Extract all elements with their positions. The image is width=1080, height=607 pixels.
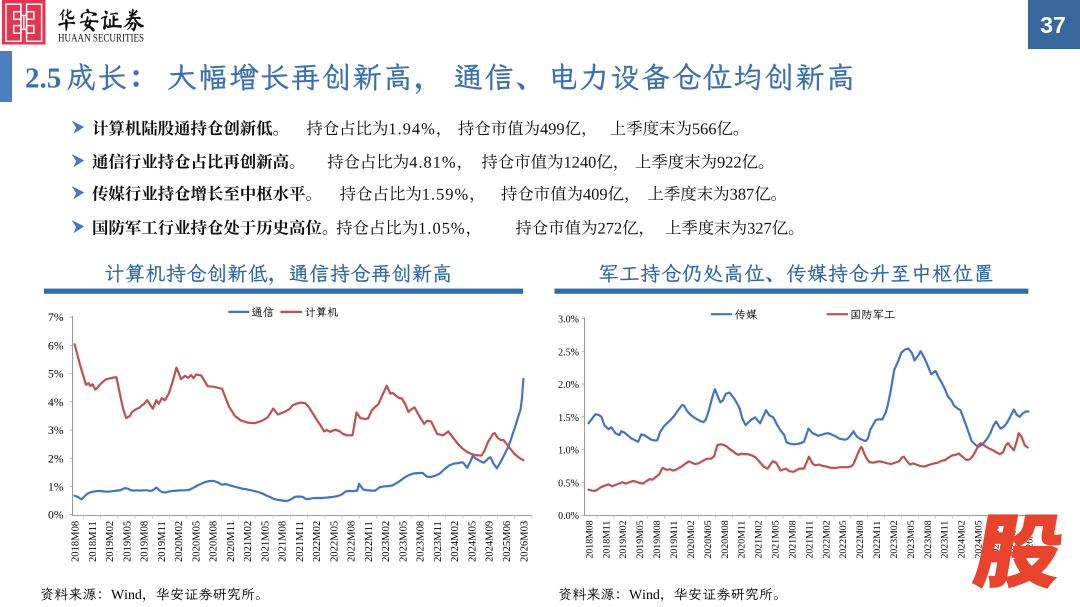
svg-text:2021M05: 2021M05 [771,520,782,558]
svg-text:1.0%: 1.0% [558,446,579,457]
svg-text:2020M11: 2020M11 [226,521,237,562]
svg-text:2020M05: 2020M05 [703,520,714,558]
svg-text:2026M03: 2026M03 [1024,520,1035,558]
svg-text:2021M02: 2021M02 [243,521,254,562]
svg-text:2%: 2% [48,452,64,465]
svg-text:2019M02: 2019M02 [105,521,116,562]
svg-text:1%: 1% [48,481,64,494]
svg-text:2023M11: 2023M11 [433,521,444,562]
svg-text:37: 37 [1040,12,1066,38]
svg-text:0%: 0% [48,509,64,522]
svg-text:3.0%: 3.0% [558,315,579,326]
svg-text:2021M08: 2021M08 [278,521,289,562]
svg-text:2024M02: 2024M02 [957,520,968,558]
svg-text:2022M11: 2022M11 [872,521,883,559]
svg-text:2023M05: 2023M05 [398,521,409,562]
svg-text:2023M05: 2023M05 [906,520,917,558]
svg-text:2018M11: 2018M11 [601,521,612,559]
svg-text:2021M08: 2021M08 [787,520,798,558]
svg-text:2021M02: 2021M02 [754,520,765,558]
svg-text:2022M02: 2022M02 [312,521,323,562]
svg-text:2020M08: 2020M08 [720,520,731,558]
svg-text:1.5%: 1.5% [558,413,579,424]
svg-text:2024M05: 2024M05 [467,521,478,562]
svg-text:2018M11: 2018M11 [88,521,99,562]
svg-text:2019M05: 2019M05 [635,520,646,558]
svg-text:2023M02: 2023M02 [381,521,392,562]
svg-text:2019M11: 2019M11 [157,521,168,562]
svg-text:2023M02: 2023M02 [889,520,900,558]
svg-text:2025M06: 2025M06 [502,521,513,562]
svg-text:3%: 3% [48,424,64,437]
svg-text:2021M11: 2021M11 [804,521,815,559]
svg-text:2020M02: 2020M02 [174,521,185,562]
svg-text:2.0%: 2.0% [558,380,579,391]
svg-text:2022M05: 2022M05 [838,520,849,558]
svg-text:HUAAN SECURITIES: HUAAN SECURITIES [58,33,144,45]
svg-text:7%: 7% [48,311,64,324]
svg-text:2019M08: 2019M08 [652,520,663,558]
svg-text:2019M08: 2019M08 [140,521,151,562]
svg-text:2023M08: 2023M08 [416,521,427,562]
svg-text:2023M11: 2023M11 [940,521,951,559]
svg-text:2022M05: 2022M05 [329,521,340,562]
svg-text:2024M05: 2024M05 [974,520,985,558]
svg-text:2019M11: 2019M11 [669,521,680,559]
svg-text:2020M02: 2020M02 [686,520,697,558]
svg-text:2024M02: 2024M02 [450,521,461,562]
svg-text:2019M02: 2019M02 [618,520,629,558]
svg-text:4%: 4% [48,396,64,409]
svg-text:2018M08: 2018M08 [584,520,595,558]
svg-text:2024M09: 2024M09 [485,521,496,562]
svg-text:2.5%: 2.5% [558,347,579,358]
svg-text:2021M05: 2021M05 [260,521,271,562]
svg-text:2019M05: 2019M05 [122,521,133,562]
svg-text:2021M11: 2021M11 [295,521,306,562]
svg-text:2026M03: 2026M03 [519,521,530,562]
svg-text:2018M08: 2018M08 [71,521,82,562]
svg-text:6%: 6% [48,339,64,352]
svg-text:2022M02: 2022M02 [821,520,832,558]
svg-text:0.5%: 0.5% [558,478,579,489]
svg-text:2022M08: 2022M08 [347,521,358,562]
svg-text:2023M08: 2023M08 [923,520,934,558]
svg-text:0.0%: 0.0% [558,511,579,522]
svg-text:2020M08: 2020M08 [209,521,220,562]
svg-text:2020M11: 2020M11 [737,521,748,559]
svg-text:2022M11: 2022M11 [364,521,375,562]
svg-text:2020M05: 2020M05 [191,521,202,562]
svg-text:2022M08: 2022M08 [855,520,866,558]
svg-text:5%: 5% [48,368,64,381]
